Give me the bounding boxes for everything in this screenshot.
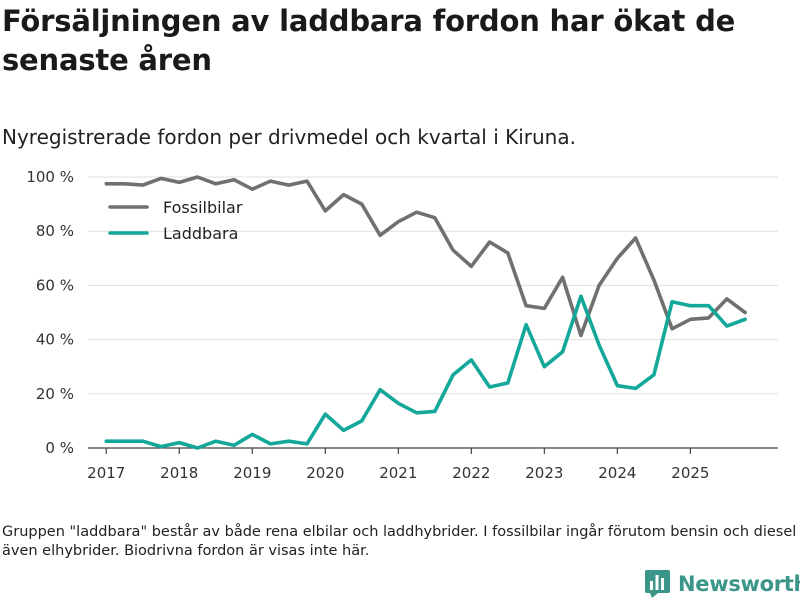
x-tick-label: 2021 (379, 464, 417, 480)
legend-label-fossilbilar: Fossilbilar (163, 198, 243, 217)
x-tick-label: 2024 (598, 464, 636, 480)
y-tick-label: 80 % (36, 222, 74, 240)
newsworthy-logo-icon (645, 570, 670, 598)
x-tick-label: 2022 (452, 464, 490, 480)
y-axis: 0 % 20 % 40 % 60 % 80 % 100 % (26, 168, 74, 457)
y-tick-label: 100 % (26, 168, 74, 186)
grid-lines (88, 176, 778, 449)
x-tick-label: 2017 (87, 464, 125, 480)
chart-title: Försäljningen av laddbara fordon har öka… (2, 4, 736, 77)
legend: Fossilbilar Laddbara (108, 198, 243, 243)
x-axis: 2017 2018 2019 2020 2021 2022 2023 2024 2025 (87, 448, 709, 480)
brand-logo: Newsworthy (644, 568, 800, 600)
x-tick-label: 2023 (525, 464, 563, 480)
brand-name: Newsworthy (678, 572, 800, 596)
x-tick-label: 2020 (306, 464, 344, 480)
data-series (104, 175, 747, 450)
line-chart: 0 % 20 % 40 % 60 % 80 % 100 % 2017 2018 2019 202… (26, 168, 778, 480)
y-tick-label: 40 % (36, 331, 74, 349)
y-tick-label: 60 % (36, 276, 74, 294)
x-tick-label: 2025 (671, 464, 709, 480)
y-tick-label: 0 % (45, 439, 74, 457)
chart-subtitle: Nyregistrerade fordon per drivmedel och … (2, 125, 576, 149)
x-tick-label: 2018 (160, 464, 198, 480)
y-tick-label: 20 % (36, 385, 74, 403)
series-line-laddbara (104, 294, 747, 450)
footnote: Gruppen "laddbara" består av både rena e… (2, 524, 797, 559)
series-line-fossilbilar (104, 175, 747, 338)
legend-label-laddbara: Laddbara (163, 224, 238, 243)
x-tick-label: 2019 (233, 464, 271, 480)
